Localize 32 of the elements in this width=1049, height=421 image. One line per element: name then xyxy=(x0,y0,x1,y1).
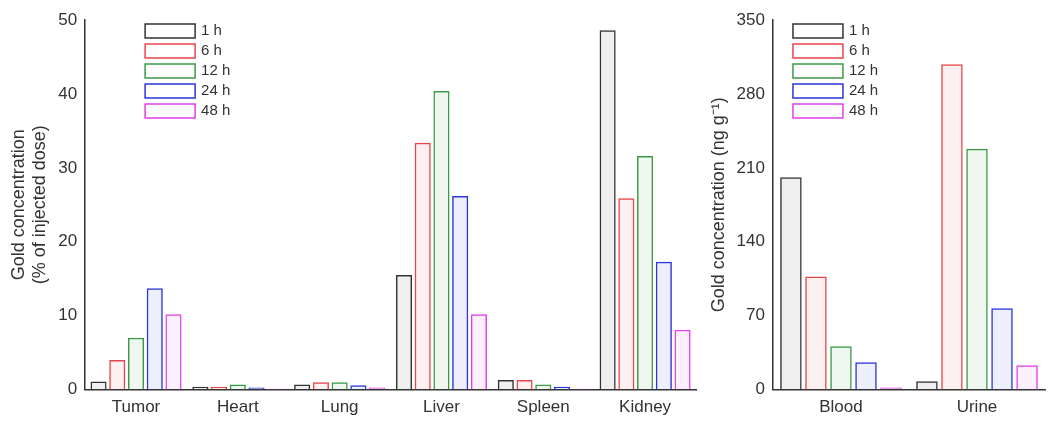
legend-label: 6 h xyxy=(848,41,870,59)
y-tick-label: 0 xyxy=(755,379,765,399)
x-tick-label: Liver xyxy=(423,397,461,417)
x-tick-label: Tumor xyxy=(111,397,161,417)
legend-label: 12 h xyxy=(201,61,231,79)
y-tick-label: 20 xyxy=(58,231,78,251)
legend-label: 1 h xyxy=(201,21,222,39)
x-tick-label: Lung xyxy=(320,397,359,417)
y-tick-label: 140 xyxy=(736,231,765,251)
y-tick-label: 280 xyxy=(736,83,765,103)
y-axis-title: Gold concentration (ng g⁻¹) xyxy=(707,97,728,313)
y-tick-label: 70 xyxy=(746,305,765,325)
y-tick-label: 0 xyxy=(67,379,78,399)
y-tick-label: 210 xyxy=(736,157,765,177)
x-tick-label: Heart xyxy=(217,397,259,417)
x-tick-label: Spleen xyxy=(516,397,570,417)
y-tick-label: 350 xyxy=(736,9,765,29)
legend-label: 24 h xyxy=(201,81,231,99)
legend-label: 48 h xyxy=(848,101,879,119)
y-tick-label: 10 xyxy=(58,305,78,325)
x-tick-label: Kidney xyxy=(619,397,672,417)
x-tick-label: Blood xyxy=(819,397,863,417)
x-tick-label: Urine xyxy=(956,397,998,417)
y-tick-label: 30 xyxy=(58,157,78,177)
legend-label: 12 h xyxy=(848,61,879,79)
legend-label: 6 h xyxy=(201,41,222,59)
y-tick-label: 40 xyxy=(58,83,78,103)
legend-label: 24 h xyxy=(848,81,879,99)
legend-label: 48 h xyxy=(201,101,231,119)
y-tick-label: 50 xyxy=(58,9,78,29)
legend-label: 1 h xyxy=(848,21,870,39)
y-axis-title: Gold concentration (% of injected dose) xyxy=(7,125,50,285)
